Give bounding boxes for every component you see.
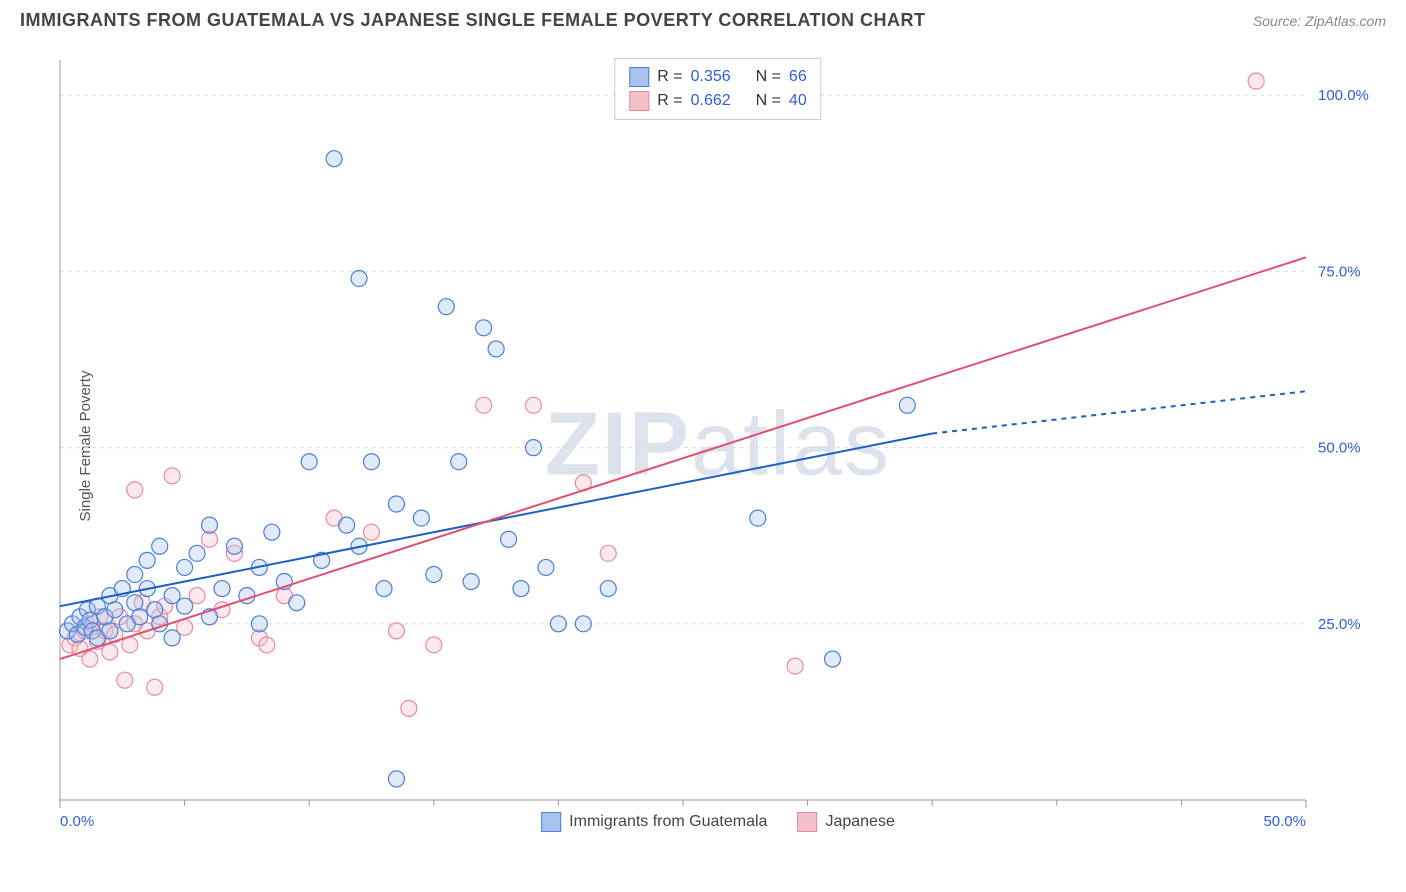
r-label: R = xyxy=(657,65,682,89)
legend-row-guatemala: R = 0.356 N = 66 xyxy=(629,65,806,89)
svg-text:50.0%: 50.0% xyxy=(1263,813,1306,830)
chart-title: IMMIGRANTS FROM GUATEMALA VS JAPANESE SI… xyxy=(20,10,926,31)
legend-label: Japanese xyxy=(825,813,894,831)
n-label: N = xyxy=(756,89,781,113)
n-value: 66 xyxy=(789,65,807,89)
legend-item-guatemala: Immigrants from Guatemala xyxy=(541,812,767,832)
n-label: N = xyxy=(756,65,781,89)
r-value: 0.662 xyxy=(691,89,731,113)
svg-text:25.0%: 25.0% xyxy=(1318,616,1361,633)
svg-text:100.0%: 100.0% xyxy=(1318,87,1369,104)
source-name: ZipAtlas.com xyxy=(1305,13,1386,29)
svg-text:75.0%: 75.0% xyxy=(1318,263,1361,280)
n-value: 40 xyxy=(789,89,807,113)
swatch-icon xyxy=(629,91,649,111)
svg-text:0.0%: 0.0% xyxy=(60,813,94,830)
legend-item-japanese: Japanese xyxy=(797,812,894,832)
swatch-icon xyxy=(541,812,561,832)
legend-label: Immigrants from Guatemala xyxy=(569,813,767,831)
source-attribution: Source: ZipAtlas.com xyxy=(1253,13,1386,29)
r-value: 0.356 xyxy=(691,65,731,89)
swatch-icon xyxy=(797,812,817,832)
source-prefix: Source: xyxy=(1253,13,1305,29)
r-label: R = xyxy=(657,89,682,113)
swatch-icon xyxy=(629,67,649,87)
series-legend: Immigrants from Guatemala Japanese xyxy=(541,812,895,832)
svg-text:50.0%: 50.0% xyxy=(1318,440,1361,457)
legend-row-japanese: R = 0.662 N = 40 xyxy=(629,89,806,113)
correlation-legend: R = 0.356 N = 66 R = 0.662 N = 40 xyxy=(614,58,821,120)
header: IMMIGRANTS FROM GUATEMALA VS JAPANESE SI… xyxy=(0,0,1406,36)
chart-area: ZIPatlas 25.0%50.0%75.0%100.0%0.0%50.0% … xyxy=(50,50,1386,840)
scatter-plot: 25.0% 50.0% 75.0% 100.0% 0.0% 50.0% xyxy=(50,50,1386,840)
